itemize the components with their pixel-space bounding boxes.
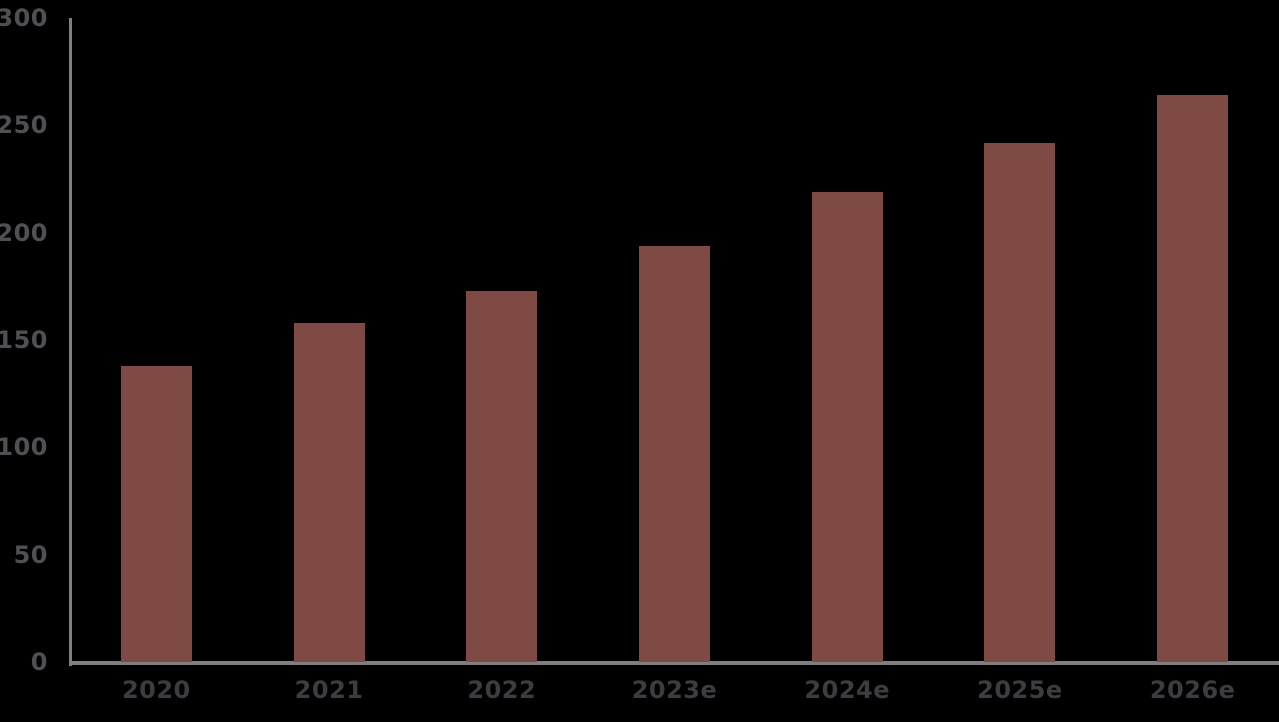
- plot-area: [70, 18, 1279, 662]
- y-tick-label-150: 150: [0, 326, 48, 354]
- x-tick-label-2021: 2021: [294, 676, 364, 704]
- x-axis-line: [69, 661, 1279, 665]
- x-tick-label-2023e: 2023e: [631, 676, 718, 704]
- y-tick-label-100: 100: [0, 433, 48, 462]
- x-tick-label-2026e: 2026e: [1149, 676, 1236, 704]
- bar-2026e: [1157, 95, 1229, 662]
- y-axis-tick-labels: 0 50 100 150 200 250 300: [0, 4, 48, 676]
- bar-2021: [293, 322, 365, 662]
- bar-2025e: [984, 142, 1056, 662]
- y-tick-label-0: 0: [30, 648, 48, 676]
- y-tick-label-50: 50: [13, 540, 48, 569]
- x-tick-label-2024e: 2024e: [804, 676, 890, 704]
- x-tick-label-2025e: 2025e: [977, 676, 1063, 704]
- bar-2023e: [639, 245, 710, 662]
- bar-2020: [120, 365, 192, 662]
- bar-2024e: [811, 191, 883, 662]
- y-tick-label-200: 200: [0, 218, 48, 247]
- y-tick-label-300: 300: [0, 4, 48, 32]
- x-tick-label-2020: 2020: [121, 676, 191, 704]
- x-tick-label-2022: 2022: [467, 676, 537, 704]
- y-tick-label-250: 250: [0, 111, 48, 140]
- bar-2022: [466, 290, 538, 662]
- y-axis-line: [69, 18, 72, 666]
- x-axis-tick-labels: 2020 2021 2022 2023e 2024e 2025e 2026e: [70, 676, 1279, 710]
